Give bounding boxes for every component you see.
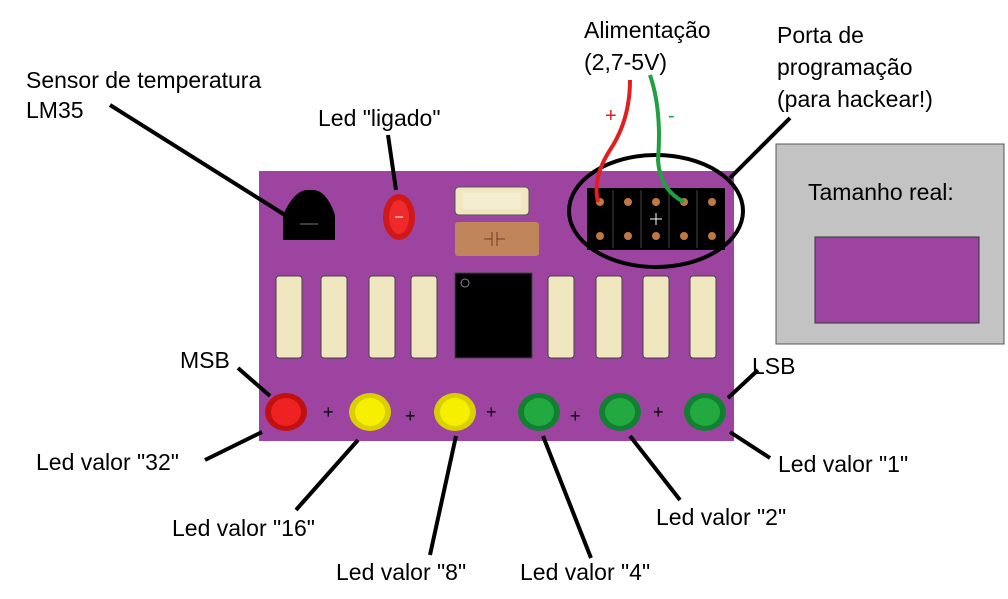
alimentacao-label-line2: (2,7-5V) bbox=[584, 49, 667, 75]
programming-header bbox=[587, 188, 725, 250]
porta-label-line1: Porta de bbox=[777, 22, 864, 48]
wire-minus-label: - bbox=[668, 105, 675, 127]
sensor-label-line1: Sensor de temperatura bbox=[26, 67, 261, 93]
porta-label-line2: programação bbox=[777, 54, 913, 80]
wire-plus-label: + bbox=[605, 105, 617, 127]
led4-label: Led valor "4" bbox=[520, 559, 650, 585]
tamanho-real-label: Tamanho real: bbox=[808, 179, 954, 205]
leader-lines bbox=[108, 103, 792, 559]
led-2 bbox=[599, 393, 641, 431]
wire-red bbox=[594, 79, 632, 203]
led-1 bbox=[684, 393, 726, 431]
led16-label: Led valor "16" bbox=[172, 515, 315, 541]
plus-3: + bbox=[486, 402, 497, 422]
top-resistor bbox=[454, 186, 530, 216]
led-ligado-label: Led "ligado" bbox=[318, 105, 440, 131]
led-32 bbox=[265, 393, 307, 431]
porta-label-line3: (para hackear!) bbox=[777, 86, 933, 112]
lsb-label: LSB bbox=[752, 353, 795, 379]
alimentacao-label-line1: Alimentação bbox=[584, 17, 711, 43]
plus-1: + bbox=[323, 402, 334, 422]
plus-5: + bbox=[653, 402, 664, 422]
plus-4: + bbox=[570, 406, 581, 426]
led-16 bbox=[349, 393, 391, 431]
msb-label: MSB bbox=[180, 347, 230, 373]
real-size-board bbox=[814, 236, 980, 324]
capacitor-icon bbox=[455, 222, 539, 256]
header-highlight-ellipse bbox=[567, 153, 745, 269]
sensor-label-line2: LM35 bbox=[26, 97, 84, 123]
plus-2: + bbox=[405, 406, 416, 426]
led-4 bbox=[518, 393, 560, 431]
temperature-sensor-icon bbox=[283, 189, 335, 240]
led1-label: Led valor "1" bbox=[778, 451, 908, 477]
led2-label: Led valor "2" bbox=[656, 504, 786, 530]
led32-label: Led valor "32" bbox=[36, 449, 179, 475]
led-8 bbox=[434, 393, 476, 431]
led8-label: Led valor "8" bbox=[336, 559, 466, 585]
wire-green bbox=[648, 74, 685, 204]
power-led-icon bbox=[383, 194, 415, 240]
resistor-row bbox=[275, 275, 717, 359]
chip-icon bbox=[454, 272, 533, 359]
